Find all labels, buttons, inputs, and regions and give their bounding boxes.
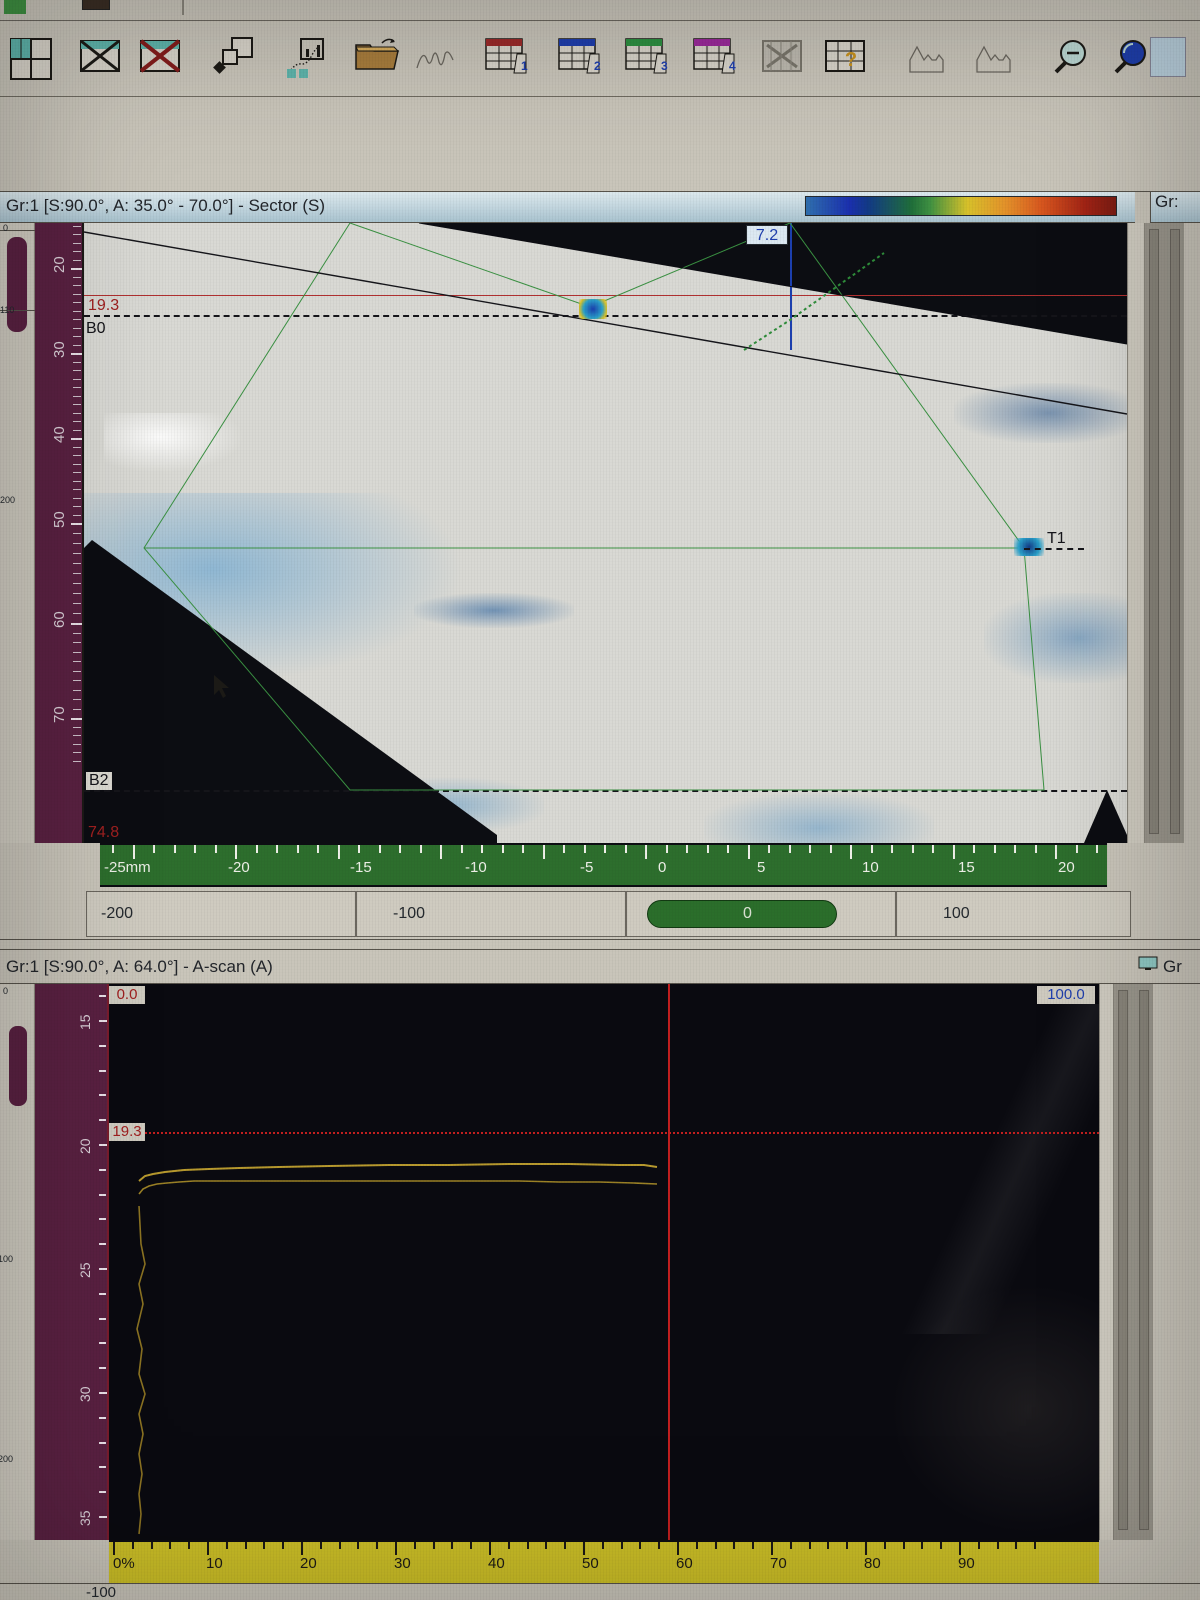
svg-text:?: ? [845,49,857,71]
svg-text:1: 1 [521,59,528,73]
svg-text:2: 2 [594,59,601,73]
svg-text:3: 3 [661,59,668,73]
svg-text:4: 4 [729,59,736,73]
